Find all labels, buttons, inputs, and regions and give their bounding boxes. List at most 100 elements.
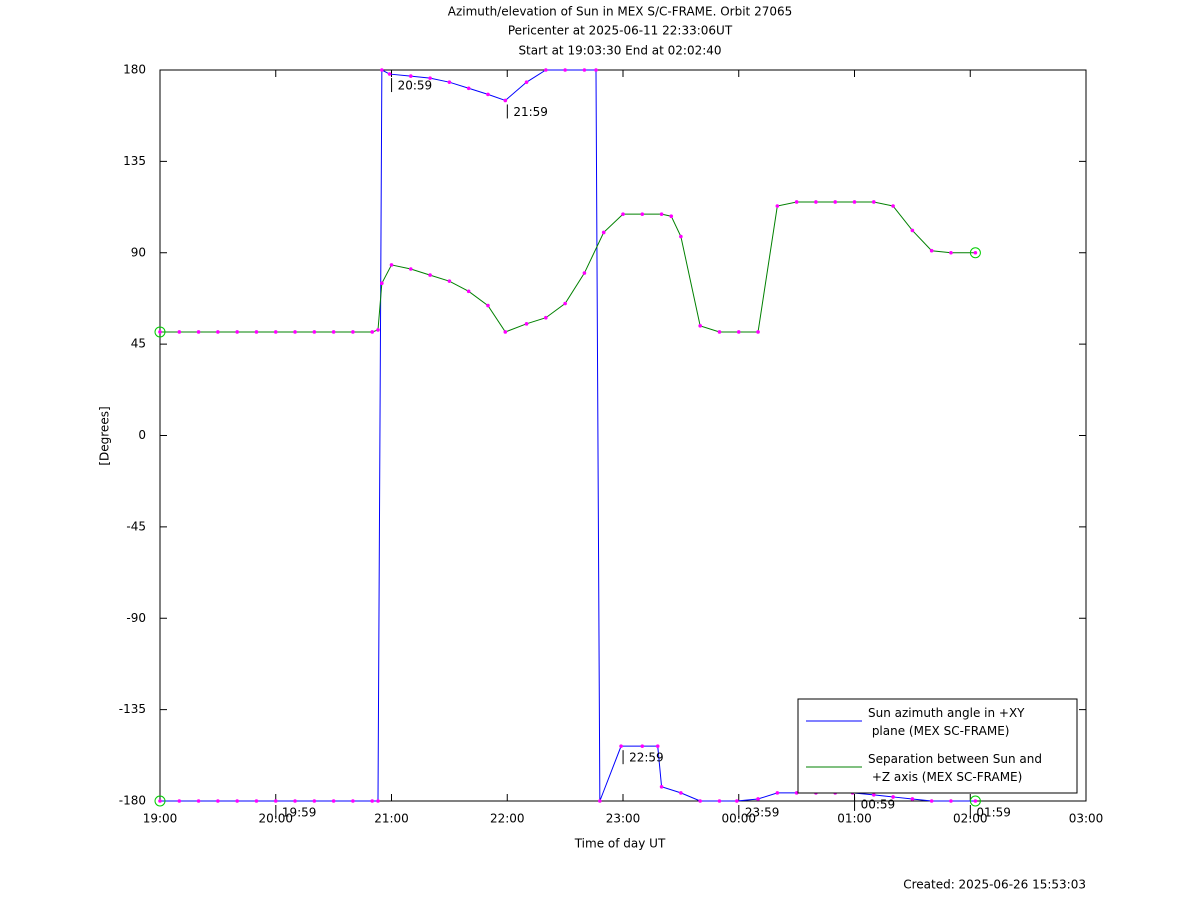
data-point	[524, 80, 529, 84]
data-point	[621, 212, 625, 216]
data-point	[408, 74, 413, 78]
data-point	[655, 744, 660, 748]
data-point	[871, 200, 876, 204]
data-point	[891, 795, 895, 799]
data-point	[235, 330, 239, 334]
data-point	[196, 799, 201, 803]
data-point	[428, 76, 432, 80]
annotation: 22:59	[629, 751, 664, 765]
y-tick-label: -180	[119, 794, 146, 808]
data-point	[216, 799, 220, 803]
data-point	[273, 330, 278, 334]
data-point	[466, 289, 471, 294]
annotation: 01:59	[976, 806, 1011, 820]
data-point	[852, 200, 857, 204]
data-point	[486, 303, 490, 308]
data-point	[370, 799, 375, 803]
data-point	[380, 281, 384, 286]
data-point	[331, 330, 336, 334]
data-point	[619, 744, 623, 748]
data-point	[582, 271, 587, 275]
line-series	[160, 201, 976, 333]
data-point	[544, 68, 548, 72]
x-tick-label: 21:00	[374, 812, 409, 826]
y-tick-label: -135	[119, 702, 146, 716]
data-point	[598, 799, 602, 803]
data-point	[640, 212, 645, 216]
data-point	[312, 330, 317, 334]
endpoint-marker	[969, 795, 981, 807]
legend-box	[797, 698, 1078, 794]
x-tick-label: 03:00	[1069, 812, 1104, 826]
data-point	[293, 330, 297, 334]
endpoint-marker	[154, 326, 166, 338]
data-point	[871, 793, 876, 797]
legend-label: Sun azimuth angle in +XY plane (MEX SC-F…	[868, 706, 1025, 738]
data-point	[582, 68, 587, 72]
data-point	[387, 72, 392, 76]
data-point	[376, 799, 380, 803]
data-point	[736, 330, 741, 334]
data-point	[929, 799, 934, 803]
data-point	[563, 301, 567, 306]
data-point	[293, 799, 297, 803]
data-point	[486, 92, 490, 97]
legend-label: Separation between Sun and +Z axis (MEX …	[868, 752, 1042, 784]
data-point	[679, 234, 683, 239]
annotation: 19:59	[282, 806, 317, 820]
data-point	[910, 228, 915, 233]
data-point	[775, 204, 780, 208]
data-point	[503, 98, 508, 103]
data-point	[177, 799, 182, 803]
data-point	[447, 279, 452, 283]
endpoint-marker	[154, 795, 166, 807]
data-point	[698, 324, 702, 328]
data-point	[216, 330, 220, 334]
data-point	[669, 214, 674, 218]
data-point	[158, 330, 162, 334]
annotation: 00:59	[861, 797, 896, 811]
data-point	[891, 204, 895, 208]
data-point	[524, 322, 529, 326]
data-point	[973, 250, 978, 255]
data-point	[312, 799, 317, 803]
data-point	[466, 86, 471, 91]
data-point	[679, 791, 683, 795]
data-point	[833, 200, 838, 204]
data-point	[503, 330, 508, 334]
data-point	[717, 330, 722, 334]
data-point	[331, 799, 336, 803]
y-tick-label: 0	[138, 428, 146, 442]
data-point	[351, 330, 355, 334]
line-series	[160, 69, 976, 802]
data-point	[544, 315, 548, 320]
data-point	[756, 797, 760, 801]
data-point	[376, 328, 380, 332]
data-point	[254, 799, 259, 803]
annotation: 20:59	[398, 79, 433, 93]
plot-frame	[159, 69, 1087, 802]
data-point	[594, 68, 598, 72]
chart-subtitle: Pericenter at 2025-06-11 22:33:06UT	[508, 24, 733, 38]
data-point	[949, 799, 953, 803]
data-point	[814, 200, 818, 204]
x-tick-label: 19:00	[143, 812, 178, 826]
data-point	[254, 330, 259, 334]
data-point	[659, 784, 664, 789]
footer: Created: 2025-06-26 15:53:03	[903, 878, 1086, 892]
chart-subtitle: Start at 19:03:30 End at 02:02:40	[518, 44, 721, 58]
data-point	[929, 248, 934, 253]
data-point	[640, 744, 645, 748]
y-tick-label: 90	[131, 245, 146, 259]
data-point	[408, 267, 413, 271]
data-point	[196, 330, 201, 334]
data-point	[973, 799, 978, 803]
data-point	[601, 230, 606, 235]
data-point	[158, 799, 162, 803]
y-tick-label: 135	[123, 154, 146, 168]
y-tick-label: 180	[123, 63, 146, 77]
data-point	[177, 330, 182, 334]
y-tick-label: -45	[126, 519, 146, 533]
data-point	[370, 330, 375, 334]
